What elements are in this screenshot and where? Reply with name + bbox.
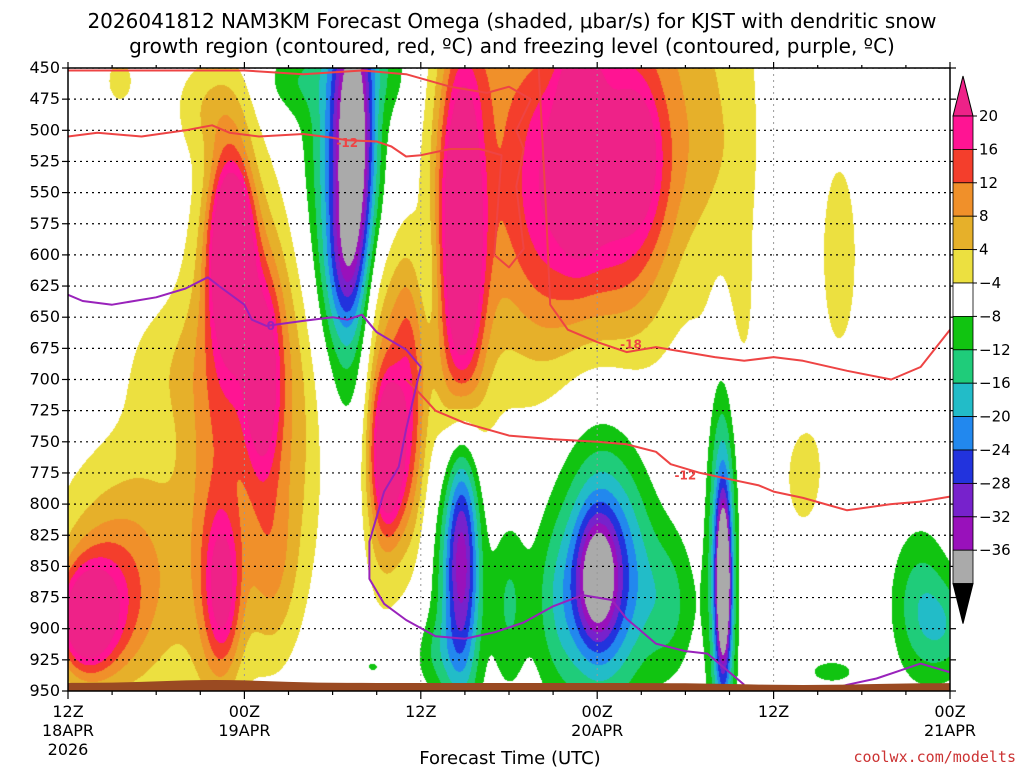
credit-text: coolwx.com/modelts xyxy=(853,748,1016,766)
y-tick-label: 525 xyxy=(29,151,60,170)
colorbar-bin xyxy=(952,449,974,484)
colorbar-bin xyxy=(952,315,974,351)
colorbar-bin xyxy=(952,416,974,451)
colorbar-bin xyxy=(952,249,974,284)
contour-line xyxy=(537,68,950,381)
x-tick-label-date: 19APR xyxy=(218,721,270,740)
y-tick-label: 550 xyxy=(29,183,60,202)
x-tick-label-time: 00Z xyxy=(229,702,260,721)
colorbar-bin xyxy=(952,215,974,250)
colorbar-bin xyxy=(952,349,974,384)
colorbar-label: 4 xyxy=(979,241,989,259)
colorbar-bin xyxy=(952,482,974,518)
colorbar-bottom-arrow xyxy=(952,583,974,624)
y-tick-label: 475 xyxy=(29,89,60,108)
colorbar-label: 8 xyxy=(979,207,989,225)
contour-label: 0 xyxy=(267,319,275,333)
y-tick-label: 625 xyxy=(29,276,60,295)
x-tick-label-time: 12Z xyxy=(758,702,789,721)
y-axis: 450 475 500 525 550 575 600 625 650 675 700 725 750 7… xyxy=(29,58,956,700)
y-tick-label: 725 xyxy=(29,401,60,420)
x-tick-label-year: 2026 xyxy=(48,740,89,759)
contour-label: -18 xyxy=(620,338,642,352)
colorbar-bin xyxy=(952,549,974,585)
colorbar-bin xyxy=(952,382,974,418)
colorbar-label: −8 xyxy=(979,307,1001,325)
colorbar-top-arrow xyxy=(952,75,974,117)
x-axis-label: Forecast Time (UTC) xyxy=(419,748,600,768)
terrain-ground xyxy=(68,680,950,691)
colorbar-label: −4 xyxy=(979,274,1001,292)
y-tick-label: 750 xyxy=(29,432,60,451)
y-tick-label: 925 xyxy=(29,650,60,669)
y-tick-label: 575 xyxy=(29,214,60,233)
y-tick-label: 450 xyxy=(29,58,60,77)
contour-line xyxy=(68,276,745,686)
x-tick-label-time: 00Z xyxy=(582,702,613,721)
colorbar-bin xyxy=(952,182,974,217)
y-tick-label: 875 xyxy=(29,588,60,607)
colorbar-label: −20 xyxy=(979,408,1011,426)
colorbar-label: −28 xyxy=(979,474,1011,492)
colorbar-label: 16 xyxy=(979,140,998,158)
y-tick-label: 700 xyxy=(29,370,60,389)
y-tick-label: 500 xyxy=(29,120,60,139)
y-tick-label: 650 xyxy=(29,307,60,326)
y-tick-label: 950 xyxy=(29,681,60,700)
contour-line xyxy=(405,378,950,512)
omega-field xyxy=(68,68,950,691)
y-tick-label: 825 xyxy=(29,525,60,544)
colorbar-label: −16 xyxy=(979,374,1011,392)
gridlines xyxy=(68,68,950,691)
colorbar-bin xyxy=(952,516,974,551)
x-tick-label-time: 00Z xyxy=(934,702,965,721)
y-tick-label: 900 xyxy=(29,619,60,638)
contour-line xyxy=(68,69,532,269)
x-tick-label-time: 12Z xyxy=(405,702,436,721)
x-tick-label-date: 21APR xyxy=(924,721,976,740)
colorbar-bin xyxy=(952,282,974,317)
colorbar-label: −12 xyxy=(979,341,1011,359)
colorbar-bin xyxy=(952,148,974,184)
contour-label: -12 xyxy=(336,136,358,150)
contour-label: -12 xyxy=(675,468,697,482)
y-tick-label: 775 xyxy=(29,463,60,482)
x-tick-label-date: 20APR xyxy=(571,721,623,740)
colorbar-label: −32 xyxy=(979,508,1011,526)
chart-title-line-2: growth region (contoured, red, ºC) and f… xyxy=(129,34,895,58)
colorbar-label: −36 xyxy=(979,541,1011,559)
colorbar-label: 12 xyxy=(979,174,998,192)
x-tick-label-time: 12Z xyxy=(52,702,83,721)
chart-title-line-1: 2026041812 NAM3KM Forecast Omega (shaded… xyxy=(87,9,936,33)
y-tick-label: 800 xyxy=(29,494,60,513)
colorbar-label: −24 xyxy=(979,441,1011,459)
y-tick-label: 600 xyxy=(29,245,60,264)
colorbar-bin xyxy=(952,115,974,150)
y-tick-label: 675 xyxy=(29,338,60,357)
omega-shading xyxy=(68,68,950,691)
colorbar: 20 16 12 8 4 −4 −8 −12 −16 −20 −24 −28 −32 −36 xyxy=(952,75,1011,624)
x-tick-label-date: 18APR xyxy=(42,721,94,740)
temperature-contours: -12 -18 -12 0 xyxy=(68,68,950,691)
colorbar-label: 20 xyxy=(979,107,998,125)
y-tick-label: 850 xyxy=(29,556,60,575)
